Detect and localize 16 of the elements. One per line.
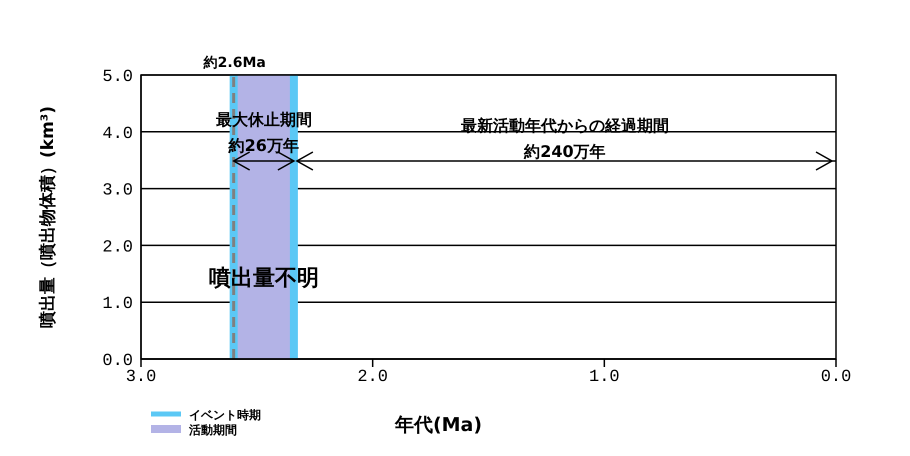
y-axis-title: 噴出量（噴出物体積）(km³) [38, 106, 58, 328]
y-tick-label: 5.0 [102, 68, 133, 88]
x-tick-label: 1.0 [589, 368, 620, 388]
x-axis-title: 年代(Ma) [394, 414, 482, 436]
y-tick-label: 1.0 [102, 295, 133, 314]
annotation: 約240万年 [523, 142, 606, 161]
legend-label: イベント時期 [189, 408, 261, 422]
annotation: 約26万年 [228, 136, 299, 155]
y-tick-label: 4.0 [102, 124, 133, 144]
y-tick-label: 3.0 [102, 182, 133, 201]
annotation: 約2.6Ma [202, 55, 266, 71]
x-tick-label: 2.0 [357, 368, 388, 388]
x-tick-label: 3.0 [126, 368, 156, 388]
legend-label: 活動期間 [188, 423, 237, 437]
y-tick-label: 2.0 [102, 238, 133, 258]
x-tick-label: 0.0 [820, 368, 852, 388]
